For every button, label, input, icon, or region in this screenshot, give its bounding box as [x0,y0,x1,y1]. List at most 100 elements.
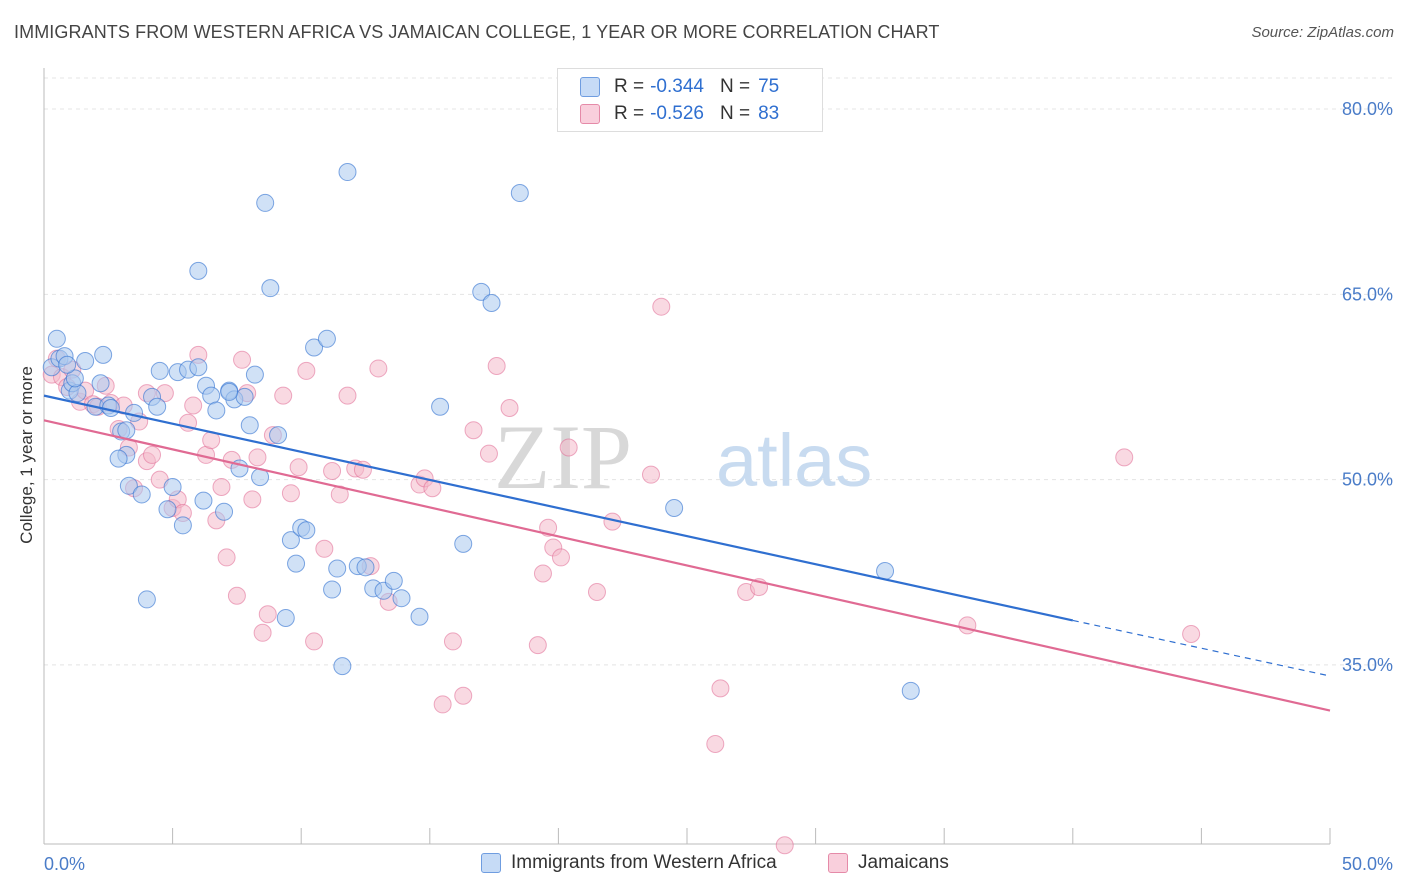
western-africa-point [148,397,167,416]
western-africa-point [207,401,226,420]
y-tick-label: 65.0% [1342,284,1393,304]
x-tick-label: 0.0% [44,854,85,874]
western-africa-point [173,516,192,535]
jamaicans-point [143,445,162,464]
western-africa-point [91,374,110,393]
western-africa-point [158,500,177,519]
jamaicans-point [274,386,293,405]
western-africa-point [137,590,156,609]
jamaicans-point [330,485,349,504]
jamaicans-point [315,539,334,558]
jamaicans-point [243,490,262,509]
watermark-atlas: atlas [716,419,872,502]
legend-r-label: R = [614,76,645,97]
western-africa-point [276,608,295,627]
jamaicans-point [587,583,606,602]
jamaicans-point [297,361,316,380]
jamaicans-point [212,478,231,497]
jamaicans-point [1115,448,1134,467]
jamaicans-point [217,548,236,567]
jamaicans-point [433,695,452,714]
western-africa-point [472,282,491,301]
western-africa-point [510,184,529,203]
western-africa-point [109,449,128,468]
jamaicans-point [1182,625,1201,644]
jamaicans-point [711,679,730,698]
legend-item-western-africa: Immigrants from Western Africa [481,852,777,874]
jamaicans-point [443,632,462,651]
western-africa-point [215,502,234,521]
western-africa-point [269,426,288,445]
jamaicans-point [652,297,671,316]
western-africa-point [287,554,306,573]
legend-n-label: N = [719,103,751,124]
jamaicans-point [487,356,506,375]
western-africa-point [317,329,336,348]
western-africa-point [119,476,138,495]
tick-labels: 35.0% 50.0% 65.0% 80.0% 0.0% 50.0% [44,99,1393,874]
jamaicans-point [323,461,342,480]
western-africa-point [901,681,920,700]
western-africa-point [305,338,324,357]
trend-lines [43,394,1331,712]
jamaicans-points [42,297,1201,855]
legend-n-value: 75 [758,76,780,97]
western-africa-point [194,491,213,510]
legend-row-western-africa: R = -0.344 N = 75 [580,75,779,99]
legend-swatch-blue [481,853,501,873]
western-africa-point [665,499,684,518]
western-africa-point [76,352,95,371]
western-africa-point [392,589,411,608]
jamaicans-point [233,350,252,369]
jamaicans-point [551,548,570,567]
y-tick-label: 80.0% [1342,99,1393,119]
western-africa-point [245,365,264,384]
jamaicans-point [227,586,246,605]
western-africa-point [454,534,473,553]
western-africa-point [189,261,208,280]
legend-swatch-pink [580,104,600,124]
western-africa-point [333,657,352,676]
jamaicans-point [479,444,498,463]
jamaicans-point [289,458,308,477]
legend-swatch-pink [828,853,848,873]
legend-r-value: -0.526 [650,103,704,124]
jamaicans-point [184,396,203,415]
x-tick-label: 50.0% [1342,854,1393,874]
western-africa-point [384,571,403,590]
western-africa-trendline [43,394,1074,622]
western-africa-point [189,358,208,377]
western-africa-point [163,478,182,497]
y-tick-label: 50.0% [1342,470,1393,490]
western-africa-point [47,329,66,348]
western-africa-point [132,485,151,504]
western-africa-point [338,163,357,182]
western-africa-point [431,397,450,416]
jamaicans-point [281,484,300,503]
legend-item-jamaicans: Jamaicans [828,852,949,874]
western-africa-point [150,361,169,380]
western-africa-point [410,607,429,626]
jamaicans-point [706,734,725,753]
western-africa-point [256,193,275,212]
legend-n-label: N = [719,76,751,97]
western-africa-point [261,279,280,298]
western-africa-point [220,382,239,401]
western-africa-points [42,163,920,700]
legend-n-value: 83 [758,103,780,124]
western-africa-point [328,559,347,578]
jamaicans-point [775,836,794,855]
western-africa-point [356,558,375,577]
jamaicans-point [253,623,272,642]
jamaicans-point [528,636,547,655]
western-africa-point [235,387,254,406]
jamaicans-trendline [43,419,1331,712]
jamaicans-point [958,616,977,635]
western-africa-point [482,293,501,312]
legend-swatch-blue [580,77,600,97]
western-africa-point [65,369,84,388]
western-africa-point [117,421,136,440]
series-legend: Immigrants from Western Africa Jamaicans [0,852,1406,878]
source-note: Source: ZipAtlas.com [1251,24,1394,41]
